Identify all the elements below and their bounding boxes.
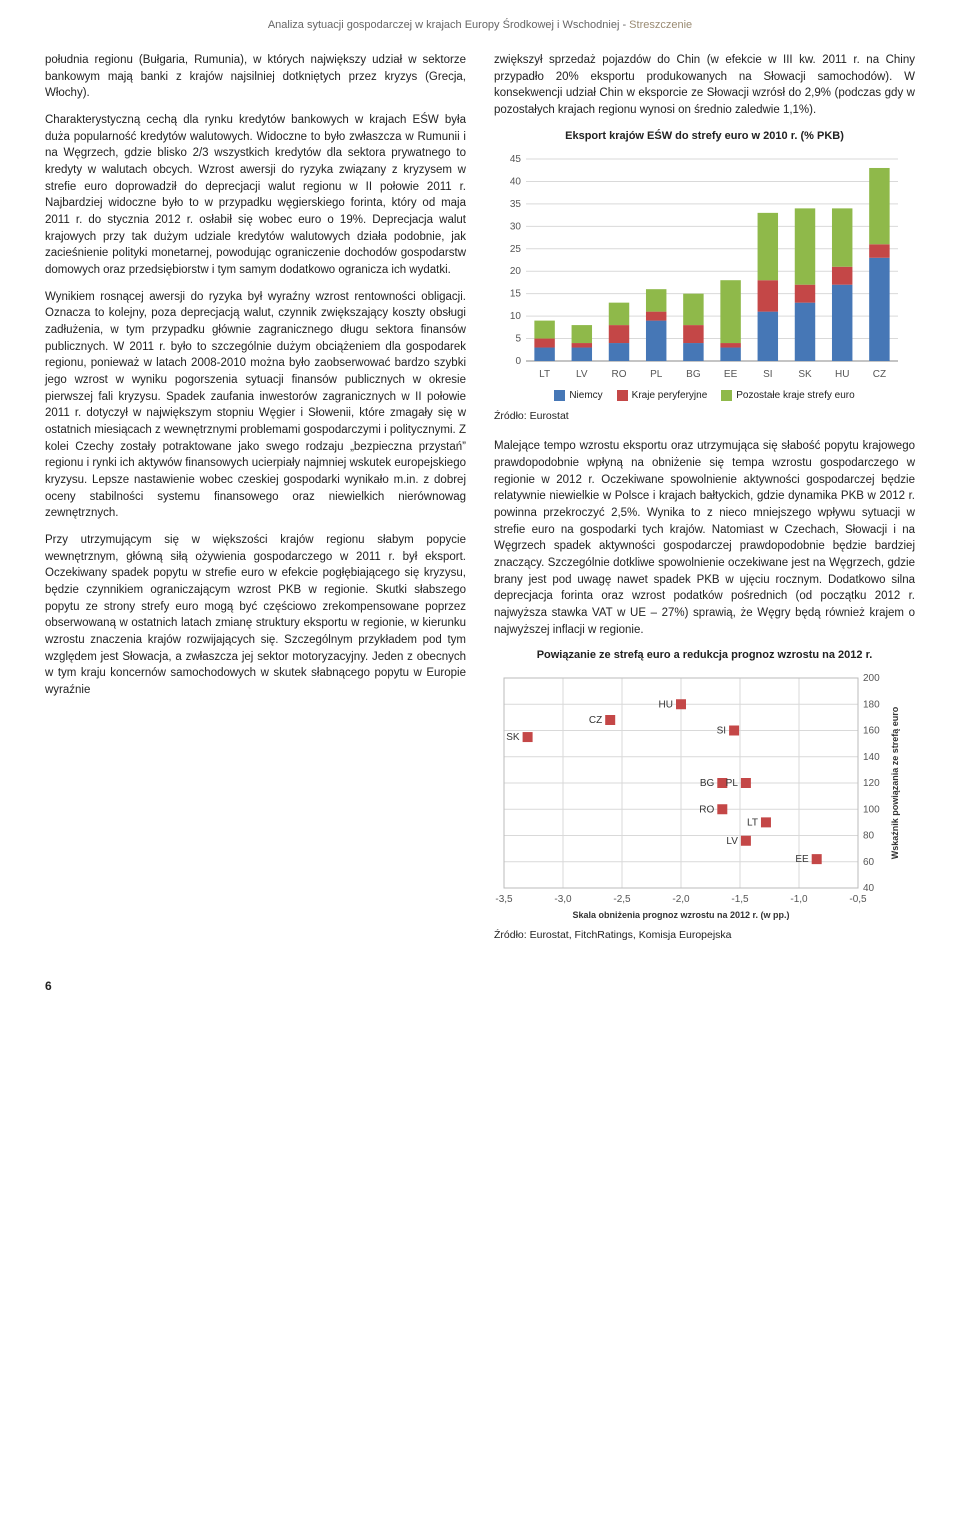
svg-text:0: 0 bbox=[515, 356, 521, 367]
svg-text:-3,0: -3,0 bbox=[554, 894, 572, 905]
legend-label: Pozostałe kraje strefy euro bbox=[736, 389, 854, 404]
svg-text:160: 160 bbox=[863, 726, 880, 737]
svg-text:EE: EE bbox=[724, 369, 738, 380]
column-right: zwiększył sprzedaż pojazdów do Chin (w e… bbox=[494, 52, 915, 958]
svg-text:180: 180 bbox=[863, 700, 880, 711]
svg-text:80: 80 bbox=[863, 831, 875, 842]
legend-swatch bbox=[721, 390, 732, 401]
header-accent: Streszczenie bbox=[629, 19, 692, 31]
svg-text:RO: RO bbox=[699, 805, 714, 816]
chart2-source: Źródło: Eurostat, FitchRatings, Komisja … bbox=[494, 928, 915, 943]
svg-text:-0,5: -0,5 bbox=[849, 894, 867, 905]
svg-text:5: 5 bbox=[515, 333, 521, 344]
chart1-legend: Niemcy Kraje peryferyjne Pozostałe kraje s… bbox=[494, 389, 915, 404]
svg-text:Wskaźnik powiązania ze strefą: Wskaźnik powiązania ze strefą euro bbox=[890, 707, 900, 860]
svg-text:120: 120 bbox=[863, 778, 880, 789]
svg-text:SI: SI bbox=[763, 369, 772, 380]
para: południa regionu (Bułgaria, Rumunia), w … bbox=[45, 52, 466, 102]
svg-text:15: 15 bbox=[510, 288, 522, 299]
svg-text:25: 25 bbox=[510, 243, 522, 254]
chart2-title: Powiązanie ze strefą euro a redukcja pro… bbox=[494, 648, 915, 664]
svg-text:10: 10 bbox=[510, 311, 522, 322]
svg-text:EE: EE bbox=[795, 854, 809, 865]
legend-item: Niemcy bbox=[554, 389, 602, 404]
svg-text:LT: LT bbox=[539, 369, 550, 380]
para: zwiększył sprzedaż pojazdów do Chin (w e… bbox=[494, 52, 915, 119]
svg-text:SK: SK bbox=[506, 732, 520, 743]
svg-text:LV: LV bbox=[726, 836, 738, 847]
column-left: południa regionu (Bułgaria, Rumunia), w … bbox=[45, 52, 466, 958]
legend-item: Pozostałe kraje strefy euro bbox=[721, 389, 854, 404]
para: Przy utrzymującym się w większości krajó… bbox=[45, 532, 466, 699]
svg-text:SK: SK bbox=[798, 369, 812, 380]
chart1-svg: 0 5 10 15 20 25 30 35 40 45 LT LV RO PL BG EE SI SK HU CZ bbox=[494, 153, 904, 383]
svg-text:-1,5: -1,5 bbox=[731, 894, 749, 905]
svg-text:Skala obniżenia prognoz wzrost: Skala obniżenia prognoz wzrostu na 2012 … bbox=[572, 910, 789, 920]
svg-text:30: 30 bbox=[510, 221, 522, 232]
svg-text:LT: LT bbox=[747, 818, 758, 829]
chart1-source: Źródło: Eurostat bbox=[494, 409, 915, 424]
svg-text:HU: HU bbox=[659, 700, 673, 711]
chart1-stacked-bar: 0 5 10 15 20 25 30 35 40 45 LT LV RO PL BG EE SI SK HU CZ N… bbox=[494, 153, 915, 404]
svg-text:BG: BG bbox=[700, 778, 715, 789]
svg-text:20: 20 bbox=[510, 266, 522, 277]
svg-text:SI: SI bbox=[717, 726, 726, 737]
svg-text:-3,5: -3,5 bbox=[495, 894, 513, 905]
legend-label: Kraje peryferyjne bbox=[632, 389, 708, 404]
svg-text:40: 40 bbox=[863, 883, 875, 894]
page-number: 6 bbox=[45, 978, 915, 995]
svg-text:140: 140 bbox=[863, 752, 880, 763]
svg-text:BG: BG bbox=[686, 369, 701, 380]
svg-text:LV: LV bbox=[576, 369, 588, 380]
svg-text:40: 40 bbox=[510, 176, 522, 187]
header-title: Analiza sytuacji gospodarczej w krajach … bbox=[268, 19, 629, 31]
legend-item: Kraje peryferyjne bbox=[617, 389, 708, 404]
svg-text:-2,0: -2,0 bbox=[672, 894, 690, 905]
svg-text:CZ: CZ bbox=[873, 369, 886, 380]
two-column-layout: południa regionu (Bułgaria, Rumunia), w … bbox=[45, 52, 915, 958]
legend-swatch bbox=[617, 390, 628, 401]
svg-text:HU: HU bbox=[835, 369, 849, 380]
svg-text:200: 200 bbox=[863, 673, 880, 684]
svg-text:-2,5: -2,5 bbox=[613, 894, 631, 905]
chart1-title: Eksport krajów EŚW do strefy euro w 2010… bbox=[494, 129, 915, 145]
svg-text:-1,0: -1,0 bbox=[790, 894, 808, 905]
chart2-scatter: 40 60 80 100 120 140 160 180 200 -3,5 -3,0 -2,5 -2,0… bbox=[494, 672, 915, 922]
legend-label: Niemcy bbox=[569, 389, 602, 404]
svg-text:PL: PL bbox=[726, 778, 739, 789]
chart2-svg: 40 60 80 100 120 140 160 180 200 -3,5 -3,0 -2,5 -2,0… bbox=[494, 672, 904, 922]
svg-text:PL: PL bbox=[650, 369, 663, 380]
svg-text:60: 60 bbox=[863, 857, 875, 868]
para: Malejące tempo wzrostu eksportu oraz utr… bbox=[494, 438, 915, 638]
svg-text:100: 100 bbox=[863, 805, 880, 816]
legend-swatch bbox=[554, 390, 565, 401]
svg-text:45: 45 bbox=[510, 154, 522, 165]
svg-text:CZ: CZ bbox=[589, 715, 602, 726]
svg-text:35: 35 bbox=[510, 198, 522, 209]
para: Charakterystyczną cechą dla rynku kredyt… bbox=[45, 112, 466, 279]
page-header: Analiza sytuacji gospodarczej w krajach … bbox=[45, 18, 915, 34]
svg-text:RO: RO bbox=[612, 369, 627, 380]
para: Wynikiem rosnącej awersji do ryzyka był … bbox=[45, 289, 466, 522]
